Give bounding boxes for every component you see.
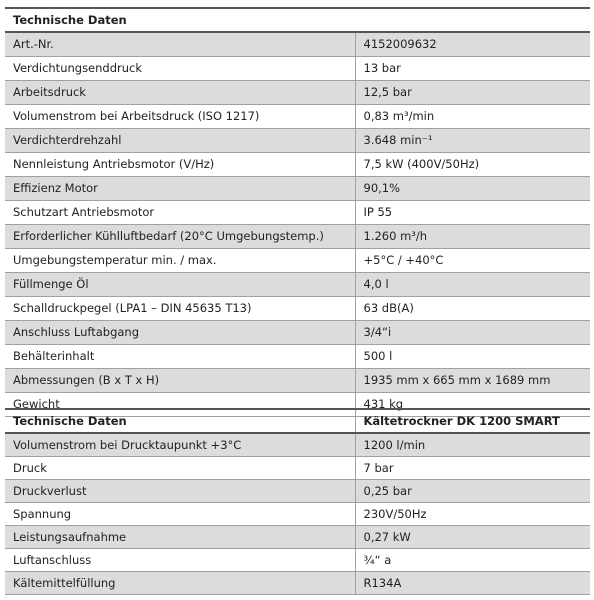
spec-row: Druckverlust 0,25 bar xyxy=(5,478,590,502)
spec-row: Volumenstrom bei Arbeitsdruck (ISO 1217)… xyxy=(5,103,590,128)
spec-row: Schalldruckpegel (LPA1 – DIN 45635 T13) 6… xyxy=(5,295,590,320)
spec-value: 230V/50Hz xyxy=(354,501,590,525)
spec-row: Luftanschluss ¾“ a xyxy=(5,547,590,571)
spec-value: 1935 mm x 665 mm x 1689 mm xyxy=(354,367,590,392)
spec-label: Füllmenge Öl xyxy=(5,271,355,296)
spec-row: Spannung 230V/50Hz xyxy=(5,501,590,525)
spec-value: 4152009632 xyxy=(354,31,590,56)
spec-value: 1200 l/min xyxy=(354,432,590,456)
spec-label: Schutzart Antriebsmotor xyxy=(5,199,355,224)
spec-value: R134A xyxy=(354,570,590,595)
spec-label: Verdichterdrehzahl xyxy=(5,127,355,152)
spec-value: 0,83 m³/min xyxy=(354,103,590,128)
spec-label: Erforderlicher Kühlluftbedarf (20°C Umge… xyxy=(5,223,355,248)
spec-value: 7 bar xyxy=(354,455,590,479)
spec-label: Anschluss Luftabgang xyxy=(5,319,355,344)
spec-table: Technische Daten Art.-Nr. 4152009632 Verdic… xyxy=(5,7,590,417)
spec-row: Abmessungen (B x T x H) 1935 mm x 665 mm … xyxy=(5,367,590,392)
spec-row: Verdichterdrehzahl 3.648 min⁻¹ xyxy=(5,127,590,152)
spec-row: Behälterinhalt 500 l xyxy=(5,343,590,368)
spec-label: Effizienz Motor xyxy=(5,175,355,200)
spec-label: Druck xyxy=(5,455,355,479)
spec-label: Druckverlust xyxy=(5,478,355,502)
spec-row: Leistungsaufnahme 0,27 kW xyxy=(5,524,590,548)
spec-row: Verdichtungsenddruck 13 bar xyxy=(5,55,590,80)
header-row: Technische Daten xyxy=(5,7,590,33)
spec-value: 63 dB(A) xyxy=(354,295,590,320)
spec-row: Anschluss Luftabgang 3/4“i xyxy=(5,319,590,344)
spec-value: ¾“ a xyxy=(354,547,590,571)
spec-value: 3/4“i xyxy=(354,319,590,344)
spec-row: Schutzart Antriebsmotor IP 55 xyxy=(5,199,590,224)
spec-value: +5°C / +40°C xyxy=(354,247,590,272)
spec-row: Effizienz Motor 90,1% xyxy=(5,175,590,200)
header-cell: Technische Daten xyxy=(5,7,590,33)
spec-label: Umgebungstemperatur min. / max. xyxy=(5,247,355,272)
spec-value: 0,25 bar xyxy=(354,478,590,502)
spec-row: Nennleistung Antriebsmotor (V/Hz) 7,5 kW … xyxy=(5,151,590,176)
spec-value: 0,27 kW xyxy=(354,524,590,548)
spec-label: Verdichtungsenddruck xyxy=(5,55,355,80)
spec-label: Leistungsaufnahme xyxy=(5,524,355,548)
spec-value: 12,5 bar xyxy=(354,79,590,104)
spec-row: Arbeitsdruck 12,5 bar xyxy=(5,79,590,104)
header-row: Technische Daten Kältetrockner DK 1200 SM… xyxy=(5,408,590,434)
spec-row: Erforderlicher Kühlluftbedarf (20°C Umge… xyxy=(5,223,590,248)
spec-label: Volumenstrom bei Drucktaupunkt +3°C xyxy=(5,432,355,456)
spec-label: Luftanschluss xyxy=(5,547,355,571)
spec-value: 13 bar xyxy=(354,55,590,80)
spec-row: Art.-Nr. 4152009632 xyxy=(5,31,590,56)
spec-table: Technische Daten Kältetrockner DK 1200 SM… xyxy=(5,408,590,595)
spec-row: Kältemittelfüllung R134A xyxy=(5,570,590,595)
spec-label: Schalldruckpegel (LPA1 – DIN 45635 T13) xyxy=(5,295,355,320)
spec-value: 7,5 kW (400V/50Hz) xyxy=(354,151,590,176)
spec-value: 90,1% xyxy=(354,175,590,200)
spec-value: 500 l xyxy=(354,343,590,368)
spec-label: Volumenstrom bei Arbeitsdruck (ISO 1217) xyxy=(5,103,355,128)
header-cell: Kältetrockner DK 1200 SMART xyxy=(354,408,590,434)
spec-label: Spannung xyxy=(5,501,355,525)
spec-label: Nennleistung Antriebsmotor (V/Hz) xyxy=(5,151,355,176)
spec-label: Kältemittelfüllung xyxy=(5,570,355,595)
spec-value: 3.648 min⁻¹ xyxy=(354,127,590,152)
spec-value: 1.260 m³/h xyxy=(354,223,590,248)
spec-value: IP 55 xyxy=(354,199,590,224)
spec-row: Druck 7 bar xyxy=(5,455,590,479)
spec-label: Arbeitsdruck xyxy=(5,79,355,104)
spec-label: Art.-Nr. xyxy=(5,31,355,56)
header-cell: Technische Daten xyxy=(5,408,355,434)
spec-label: Behälterinhalt xyxy=(5,343,355,368)
spec-row: Volumenstrom bei Drucktaupunkt +3°C 1200 … xyxy=(5,432,590,456)
spec-row: Umgebungstemperatur min. / max. +5°C / +4… xyxy=(5,247,590,272)
spec-value: 4,0 l xyxy=(354,271,590,296)
spec-row: Füllmenge Öl 4,0 l xyxy=(5,271,590,296)
spec-label: Abmessungen (B x T x H) xyxy=(5,367,355,392)
